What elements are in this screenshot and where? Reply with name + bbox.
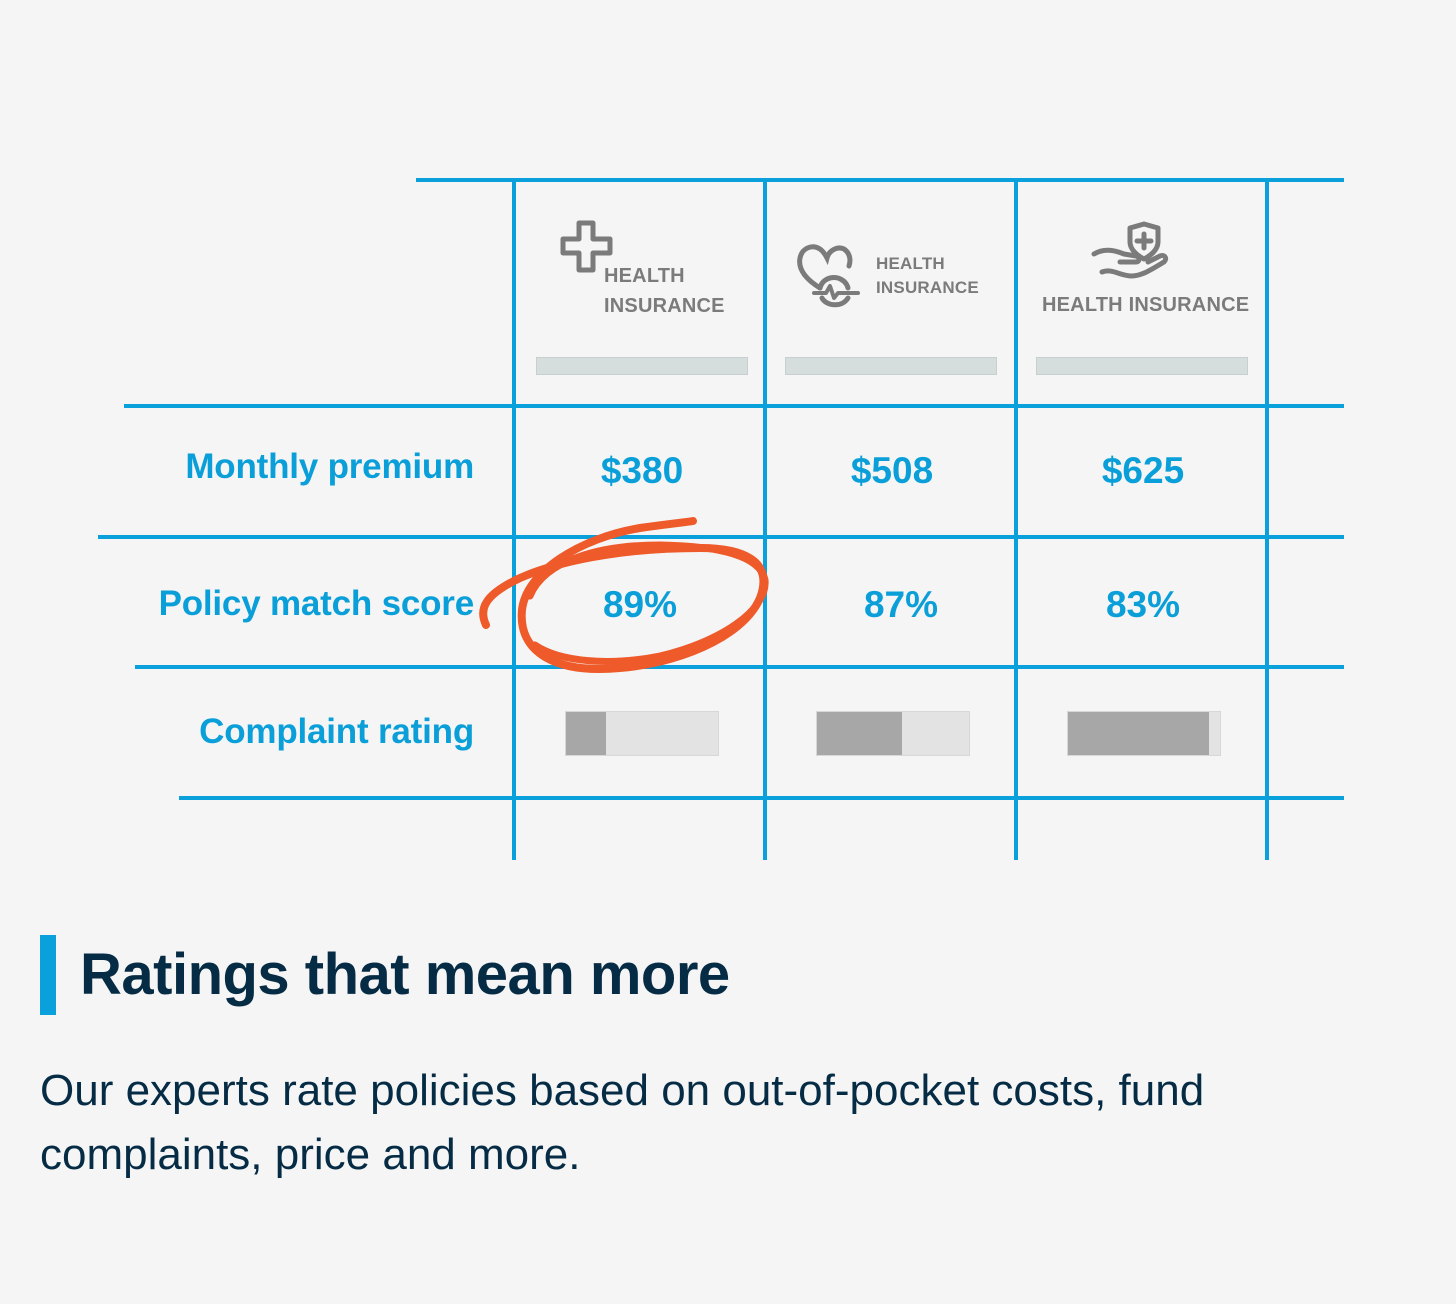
grid-line [416, 178, 1344, 182]
match-score-value: 83% [1105, 584, 1181, 625]
section-title: Ratings that mean more [80, 942, 730, 1007]
grid-line [98, 535, 1344, 539]
complaint-rating-fill [566, 712, 606, 755]
complaint-rating-bar [1067, 711, 1221, 756]
provider-logo-text: HEALTH INSURANCE [1042, 294, 1250, 316]
row-label-policy-match-score: Policy match score [158, 584, 475, 623]
medical-cross-icon [560, 220, 613, 273]
row-label-complaint-rating: Complaint rating [199, 712, 474, 751]
grid-line [179, 796, 1344, 800]
provider-name-placeholder [536, 357, 748, 375]
grid-line [135, 665, 1344, 669]
provider-name-placeholder [785, 357, 997, 375]
hand-shield-icon [1091, 221, 1169, 279]
premium-value: $380 [600, 450, 684, 491]
complaint-rating-bar [816, 711, 970, 756]
grid-line [1265, 178, 1269, 860]
complaint-rating-fill [817, 712, 903, 755]
heart-pulse-icon [797, 244, 860, 308]
grid-line [1014, 178, 1018, 860]
complaint-rating-fill [1068, 712, 1210, 755]
provider-logo-text: INSURANCE [604, 295, 725, 317]
row-label-monthly-premium: Monthly premium [185, 447, 474, 486]
provider-logo-text: HEALTH [876, 254, 945, 273]
grid-line [512, 178, 516, 860]
provider-logo-text: INSURANCE [876, 278, 979, 297]
provider-logo-text: HEALTH [604, 265, 685, 287]
grid-line [763, 178, 767, 860]
provider-name-placeholder [1036, 357, 1248, 375]
match-score-value: 89% [602, 584, 678, 625]
accent-bar [40, 935, 56, 1015]
match-score-value: 87% [863, 584, 939, 625]
premium-value: $508 [850, 450, 934, 491]
premium-value: $625 [1101, 450, 1185, 491]
grid-line [124, 404, 1344, 408]
section-description: Our experts rate policies based on out-o… [40, 1066, 1205, 1179]
complaint-rating-bar [565, 711, 719, 756]
